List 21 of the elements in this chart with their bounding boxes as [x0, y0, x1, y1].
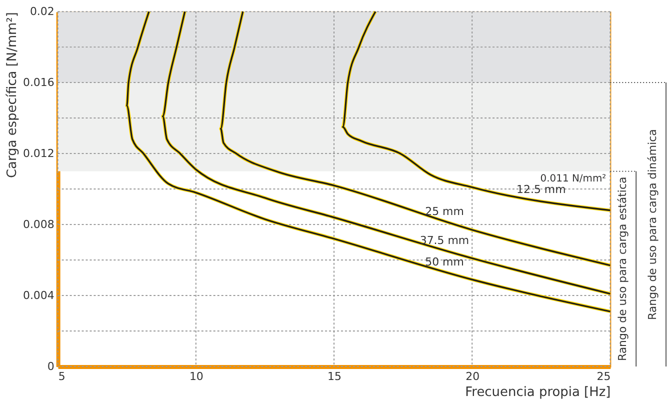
series-label: 25 mm [425, 205, 464, 218]
y-tick-label: 0.02 [30, 5, 54, 18]
y-tick-label: 0.008 [22, 218, 54, 232]
x-tick-label: 20 [466, 370, 480, 383]
x-tick-label: 5 [58, 370, 66, 383]
y-tick-label: 0.012 [22, 147, 54, 160]
annotation: 0.011 N/mm² [540, 173, 606, 184]
text: Rango de uso para carga dinámica [646, 129, 660, 320]
x-tick-label: 10 [189, 370, 204, 383]
x-tick-label: 15 [328, 370, 342, 383]
y-axis-title: Carga específica [N/mm²] [4, 12, 20, 178]
series-label: 37.5 mm [420, 234, 470, 248]
x-axis-title: Frecuencia propia [Hz] [465, 384, 611, 400]
text: Rango de uso para carga estática [616, 176, 630, 362]
y-tick-label: 0.016 [22, 76, 54, 90]
line-series [219, 10, 612, 267]
y-tick-label: 0 [47, 360, 54, 373]
y-tick-label: 0.004 [22, 289, 54, 302]
x-tick-label: 25 [596, 370, 611, 383]
series-label: 12.5 mm [516, 182, 566, 196]
series-label: 50 mm [425, 255, 464, 268]
